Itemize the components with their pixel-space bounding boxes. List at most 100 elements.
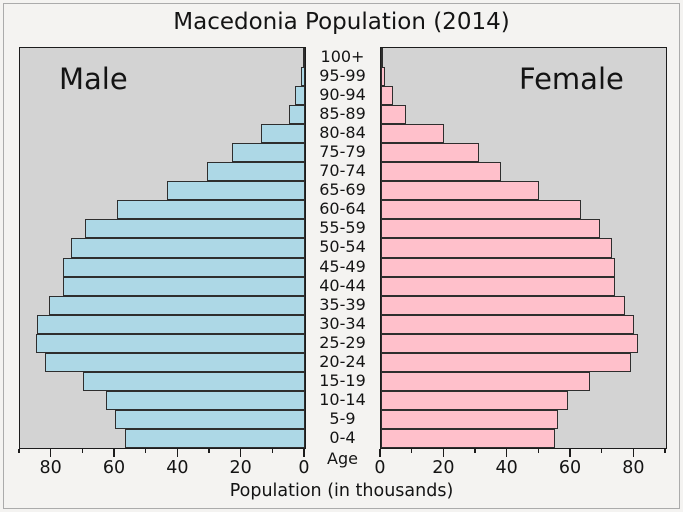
male-x-axis-ticks: 0 20 40 60 80 <box>18 448 310 483</box>
x-tick-60 <box>113 448 115 457</box>
female-bar-30-34 <box>381 314 635 334</box>
male-bar-15-19 <box>83 371 305 391</box>
female-panel: Female <box>380 47 667 449</box>
male-panel-label: Male <box>59 62 128 96</box>
female-bar-95-99 <box>381 67 386 87</box>
x-tick-30 <box>474 448 476 454</box>
x-tick-20 <box>239 448 242 457</box>
male-bar-75-79 <box>232 143 305 163</box>
x-tick-label-40: 40 <box>166 457 189 478</box>
age-label-35-39: 35-39 <box>319 294 366 314</box>
age-label-60-64: 60-64 <box>319 199 366 219</box>
female-bar-15-19 <box>381 371 590 391</box>
age-label-40-44: 40-44 <box>319 275 366 295</box>
age-label-65-69: 65-69 <box>319 180 366 200</box>
x-tick-60 <box>569 448 571 457</box>
female-bar-45-49 <box>381 257 616 277</box>
x-tick-label-20: 20 <box>229 457 252 478</box>
male-bar-45-49 <box>62 257 305 277</box>
age-label-20-24: 20-24 <box>319 351 366 371</box>
age-label-70-74: 70-74 <box>319 161 366 181</box>
male-bar-60-64 <box>116 200 305 220</box>
age-label-15-19: 15-19 <box>319 370 366 390</box>
male-panel: Male <box>19 47 306 449</box>
male-bar-25-29 <box>35 333 305 353</box>
x-axis-title: Population (in thousands) <box>229 481 454 501</box>
age-label-80-84: 80-84 <box>319 123 366 143</box>
female-x-axis-ticks: 0 20 40 60 80 <box>374 448 666 483</box>
age-label-100+: 100+ <box>320 47 365 67</box>
age-label-50-54: 50-54 <box>319 237 366 257</box>
x-tick-90 <box>664 448 666 454</box>
female-bar-75-79 <box>381 143 480 163</box>
male-bar-70-74 <box>206 162 305 182</box>
x-tick-70 <box>600 448 603 454</box>
female-bar-25-29 <box>381 333 638 353</box>
x-tick-30 <box>208 448 210 454</box>
female-bar-60-64 <box>381 200 581 220</box>
x-tick-40 <box>176 448 179 457</box>
female-panel-label: Female <box>519 62 624 96</box>
x-tick-10 <box>410 448 413 454</box>
x-tick-50 <box>144 448 147 454</box>
male-bar-50-54 <box>70 238 305 258</box>
x-tick-label-60: 60 <box>558 457 582 478</box>
x-tick-40 <box>505 448 508 457</box>
age-label-5-9: 5-9 <box>329 408 356 428</box>
x-tick-70 <box>81 448 84 454</box>
male-bar-95-99 <box>301 67 305 87</box>
x-tick-80 <box>49 448 52 457</box>
female-bar-0-4 <box>381 428 556 448</box>
age-label-90-94: 90-94 <box>319 85 366 105</box>
male-bar-40-44 <box>62 276 305 296</box>
age-label-85-89: 85-89 <box>319 104 366 124</box>
male-bar-100+ <box>303 48 305 68</box>
age-axis-title: Age <box>327 449 358 468</box>
x-tick-0 <box>303 448 305 457</box>
female-bar-80-84 <box>381 124 445 144</box>
age-label-75-79: 75-79 <box>319 142 366 162</box>
age-label-45-49: 45-49 <box>319 256 366 276</box>
male-bar-30-34 <box>37 314 305 334</box>
female-bar-35-39 <box>381 295 625 315</box>
female-bar-70-74 <box>381 162 502 182</box>
x-tick-20 <box>442 448 445 457</box>
x-tick-80 <box>632 448 635 457</box>
male-bar-80-84 <box>260 124 305 144</box>
age-label-10-14: 10-14 <box>319 389 366 409</box>
male-bar-35-39 <box>48 295 305 315</box>
x-tick-label-60: 60 <box>102 457 126 478</box>
x-tick-0 <box>379 448 381 457</box>
female-bar-85-89 <box>381 105 407 125</box>
chart-title: Macedonia Population (2014) <box>173 9 510 35</box>
female-bar-55-59 <box>381 219 600 239</box>
x-tick-label-0: 0 <box>298 457 310 478</box>
male-bar-55-59 <box>84 219 305 239</box>
female-bar-65-69 <box>381 181 540 201</box>
female-bar-5-9 <box>381 409 559 429</box>
female-bar-10-14 <box>381 390 568 410</box>
female-bar-50-54 <box>381 238 613 258</box>
male-bar-20-24 <box>45 352 305 372</box>
x-tick-label-80: 80 <box>39 457 62 478</box>
x-tick-label-20: 20 <box>432 457 455 478</box>
male-bar-0-4 <box>124 428 305 448</box>
male-bar-10-14 <box>105 390 305 410</box>
male-bar-90-94 <box>295 86 305 106</box>
age-axis-labels: 100+ 95-99 90-94 85-89 80-84 75-79 70-74 65-69 6… <box>305 47 380 447</box>
x-tick-label-0: 0 <box>374 457 386 478</box>
male-bar-85-89 <box>288 105 305 125</box>
female-bar-90-94 <box>381 86 393 106</box>
female-bar-100+ <box>381 48 383 68</box>
x-tick-10 <box>271 448 274 454</box>
age-label-30-34: 30-34 <box>319 313 366 333</box>
x-tick-50 <box>537 448 540 454</box>
x-tick-label-80: 80 <box>622 457 645 478</box>
age-label-95-99: 95-99 <box>319 66 366 86</box>
age-label-25-29: 25-29 <box>319 332 366 352</box>
x-tick-90 <box>18 448 20 454</box>
male-bar-5-9 <box>115 409 305 429</box>
female-bar-40-44 <box>381 276 616 296</box>
male-bar-65-69 <box>167 181 305 201</box>
